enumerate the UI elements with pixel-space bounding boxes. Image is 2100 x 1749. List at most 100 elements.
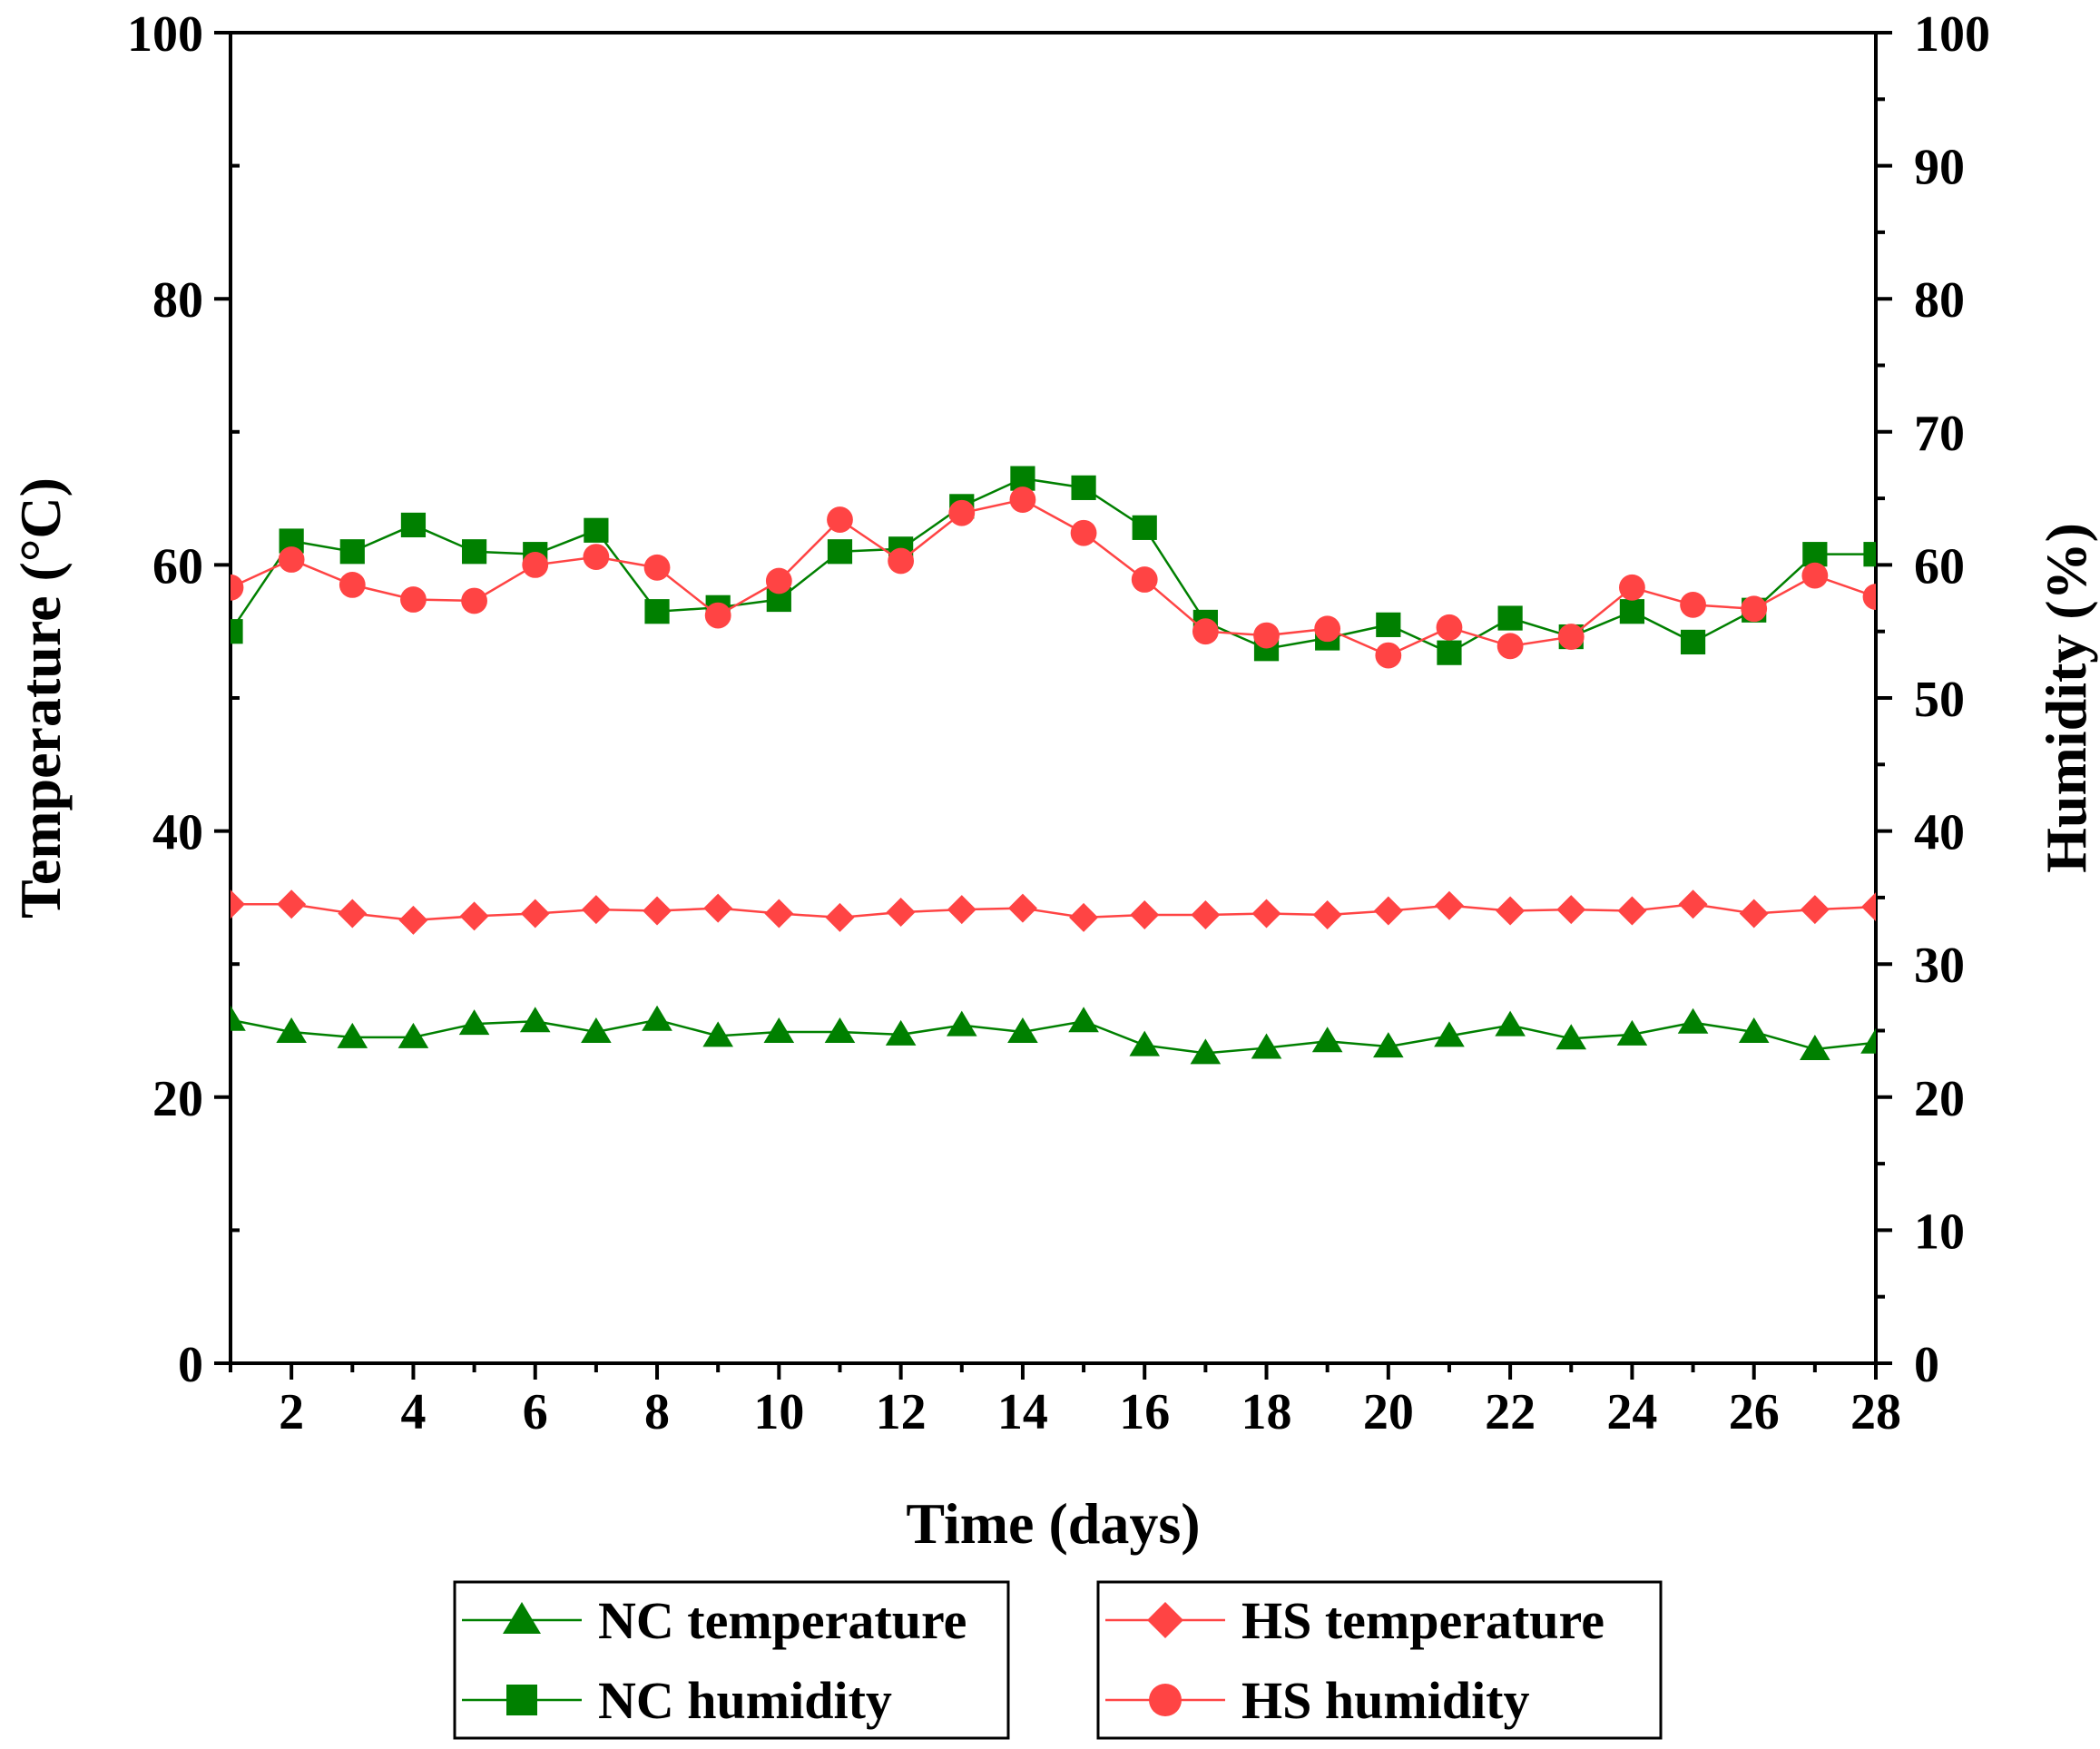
data-point xyxy=(1009,486,1036,513)
data-point xyxy=(583,544,610,571)
data-point xyxy=(825,902,855,932)
data-point xyxy=(1678,889,1708,919)
data-point xyxy=(1861,892,1876,922)
labels-layer: 2 4 6 8 10 12 14 16 18 20 22 24 26 280204060801000102… xyxy=(8,6,2098,1556)
data-point xyxy=(642,1005,672,1031)
legend-marker xyxy=(1147,1602,1183,1638)
x-tick-label: 22 xyxy=(1485,1384,1536,1440)
data-point xyxy=(948,499,976,526)
data-point xyxy=(1801,562,1829,589)
series-line xyxy=(231,498,1876,657)
y-right-tick-label: 30 xyxy=(1914,938,1965,994)
data-point xyxy=(764,899,794,929)
x-tick-label: 28 xyxy=(1850,1384,1901,1440)
data-point xyxy=(277,889,307,919)
data-point xyxy=(1069,902,1099,932)
data-point xyxy=(1677,1007,1709,1034)
data-point xyxy=(231,619,243,644)
data-point xyxy=(763,1017,795,1043)
data-point xyxy=(276,1017,307,1043)
y-left-tick-label: 80 xyxy=(152,272,203,329)
data-point xyxy=(1376,612,1401,637)
series-line xyxy=(231,902,1876,922)
data-point xyxy=(1556,895,1586,925)
data-point xyxy=(1616,1019,1648,1046)
data-point xyxy=(519,1007,551,1033)
axes-layer xyxy=(214,31,1892,1380)
data-point xyxy=(1619,574,1645,601)
data-point xyxy=(1862,584,1876,610)
data-point xyxy=(1373,1032,1404,1058)
data-point xyxy=(339,539,365,565)
data-point xyxy=(1251,899,1281,929)
x-tick-label: 20 xyxy=(1363,1384,1414,1440)
x-tick-label: 18 xyxy=(1241,1384,1292,1440)
data-point xyxy=(1131,566,1158,593)
data-point xyxy=(522,552,549,578)
data-point xyxy=(1312,899,1342,929)
data-point xyxy=(459,901,489,931)
data-point xyxy=(1800,1035,1830,1061)
y-left-tick-label: 100 xyxy=(127,6,203,63)
data-point xyxy=(827,539,853,565)
x-tick-label: 16 xyxy=(1119,1384,1170,1440)
data-point xyxy=(1863,542,1876,567)
y-right-tick-label: 100 xyxy=(1914,6,1990,63)
x-tick-label: 2 xyxy=(279,1384,304,1440)
data-point xyxy=(520,899,550,929)
x-axis-title: Time (days) xyxy=(906,1491,1200,1556)
data-point xyxy=(946,1010,977,1037)
data-point xyxy=(1130,899,1160,929)
data-point xyxy=(1132,515,1157,540)
data-point xyxy=(947,895,976,925)
legend-label: NC humidity xyxy=(598,1671,892,1730)
data-point xyxy=(1619,599,1645,624)
data-point xyxy=(1373,896,1403,926)
data-point xyxy=(231,889,245,919)
legend-frame xyxy=(1096,1580,1663,1740)
y-right-tick-label: 60 xyxy=(1914,538,1965,594)
data-point xyxy=(581,895,611,925)
x-tick-label: 24 xyxy=(1606,1384,1657,1440)
data-point xyxy=(337,1022,368,1048)
data-point xyxy=(1253,622,1280,649)
x-tick-label: 4 xyxy=(400,1384,426,1440)
data-point xyxy=(827,506,853,533)
data-point xyxy=(1314,615,1341,643)
data-point xyxy=(643,554,671,581)
data-point xyxy=(1071,475,1096,500)
data-point xyxy=(1557,624,1585,650)
series-hs-temperature xyxy=(231,889,1876,935)
data-point xyxy=(644,599,670,624)
y-right-axis-title: Humidity (%) xyxy=(2034,523,2098,873)
x-tick-label: 12 xyxy=(876,1384,927,1440)
data-point xyxy=(1555,1024,1587,1050)
series-nc-temperature xyxy=(231,1005,1876,1065)
series-hs-humidity xyxy=(231,486,1876,669)
data-point xyxy=(1739,899,1769,929)
series-line xyxy=(231,1018,1876,1055)
data-point xyxy=(1190,1038,1222,1065)
series-nc-humidity xyxy=(231,466,1876,665)
legend-marker xyxy=(506,1685,537,1715)
data-point xyxy=(702,1021,733,1047)
data-point xyxy=(1741,595,1768,623)
x-tick-label: 6 xyxy=(523,1384,548,1440)
data-point xyxy=(398,905,428,935)
data-point xyxy=(886,898,916,928)
series-line xyxy=(231,477,1876,654)
y-right-tick-label: 10 xyxy=(1914,1204,1965,1260)
data-point xyxy=(278,546,305,573)
data-point xyxy=(231,574,244,601)
x-tick-label: 26 xyxy=(1729,1384,1780,1440)
legend-marker xyxy=(1149,1684,1182,1716)
y-right-tick-label: 40 xyxy=(1914,805,1965,861)
data-point xyxy=(1068,1007,1099,1033)
data-point xyxy=(1860,1027,1876,1054)
plot-frame xyxy=(229,31,1878,1365)
data-point xyxy=(1311,1027,1343,1053)
data-point xyxy=(1251,1033,1282,1059)
data-point xyxy=(461,587,487,614)
data-point xyxy=(643,896,672,926)
